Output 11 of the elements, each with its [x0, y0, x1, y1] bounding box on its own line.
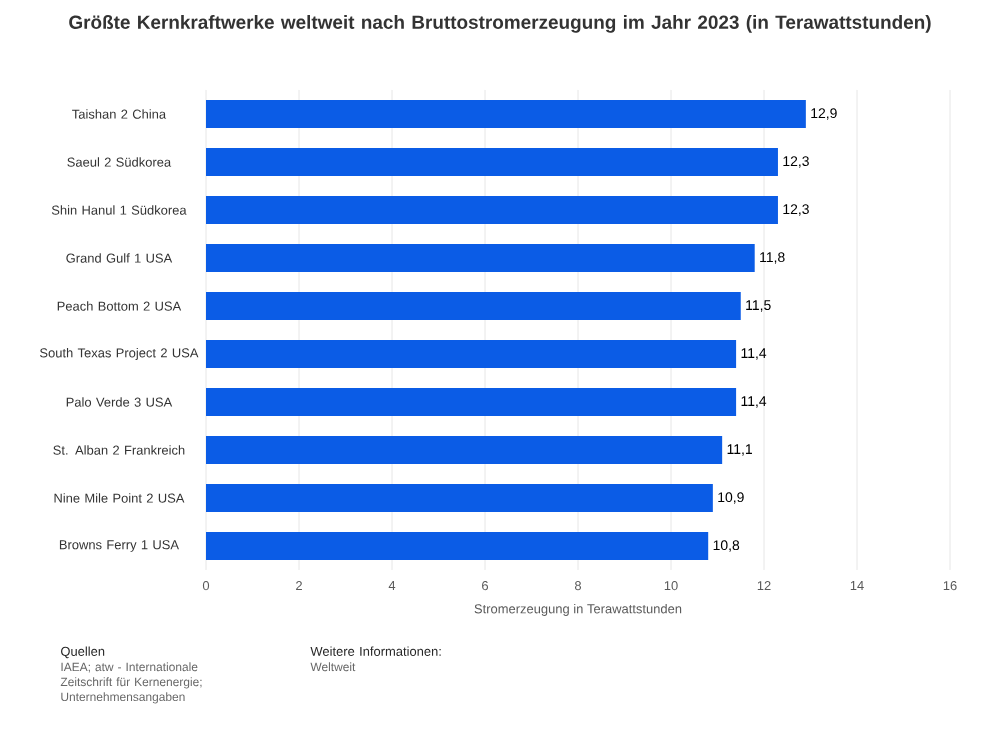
bar	[206, 243, 755, 272]
bar	[206, 291, 741, 320]
bar	[206, 532, 709, 560]
bar	[206, 147, 778, 176]
chart-title: Größte Kernkraftwerke weltweit nach Bruttostromerzeugung im Jahr 2023 (in Terawattstunden)	[69, 15, 931, 33]
bar	[206, 387, 737, 416]
bar	[206, 483, 713, 512]
bar	[206, 435, 723, 464]
bar	[206, 339, 737, 368]
bar	[206, 195, 778, 224]
bar	[206, 99, 806, 128]
